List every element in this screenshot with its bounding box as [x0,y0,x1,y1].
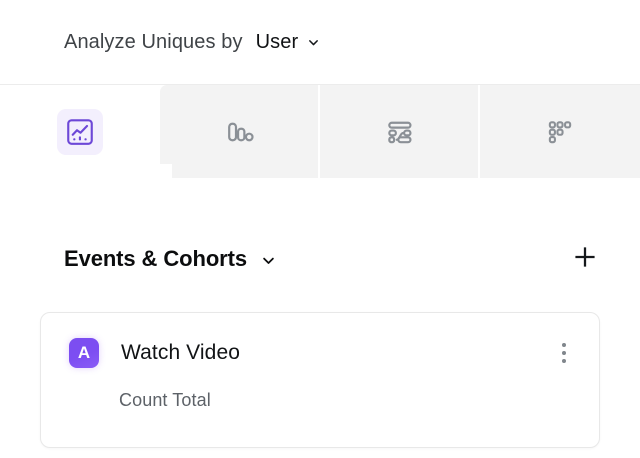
chevron-down-icon [261,253,274,266]
add-event-button[interactable] [570,244,600,274]
bar-chart-icon [223,115,257,149]
analyze-by-dropdown[interactable]: User [256,31,321,54]
flow-funnel-icon [383,115,417,149]
chevron-down-icon [307,36,320,49]
events-and-cohorts-header: Events & Cohorts [0,244,640,274]
tab-line-chart-badge [57,108,103,155]
kebab-dot [562,343,566,347]
event-card-main-row: A Watch Video [41,313,599,368]
tab-bar-chart-badge [217,109,263,155]
event-measure[interactable]: Count Total [119,390,211,410]
analyze-toolbar: Analyze Uniques by User [0,0,640,85]
analyze-by-value: User [255,30,299,53]
tab-retention-badge [537,109,583,155]
tab-line-chart[interactable] [0,85,160,178]
kebab-dot [562,359,566,363]
section-title: Events & Cohorts [64,246,247,271]
chart-type-tabs [0,85,640,178]
plus-icon [572,244,598,275]
dot-grid-icon [545,117,575,147]
tab-flow-badge [377,109,423,155]
kebab-dot [562,351,566,355]
kebab-menu-icon[interactable] [551,338,577,368]
event-name[interactable]: Watch Video [121,341,240,364]
events-and-cohorts-toggle[interactable]: Events & Cohorts [64,246,274,272]
tab-flow[interactable] [320,85,480,178]
tab-retention[interactable] [480,85,640,178]
event-card[interactable]: A Watch Video Count Total [40,312,600,448]
event-letter-badge: A [69,338,99,368]
tab-bar-chart[interactable] [160,85,320,178]
analyze-label: Analyze Uniques by [64,30,243,53]
line-chart-icon [65,117,95,147]
